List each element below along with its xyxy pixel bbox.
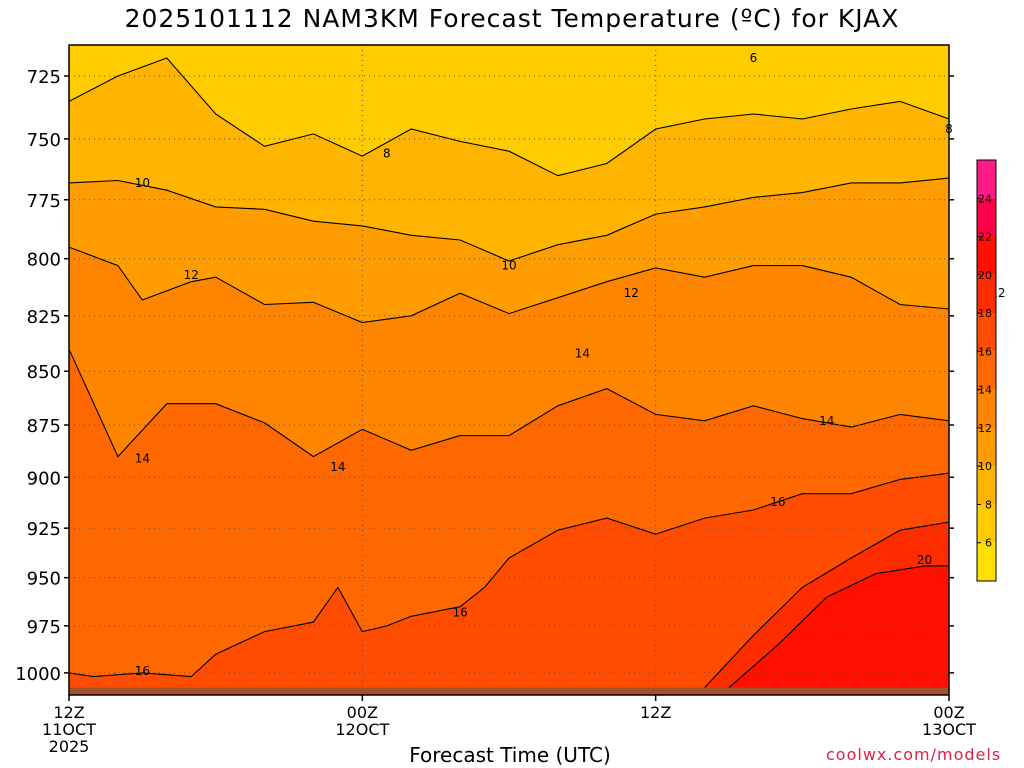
contour-14 xyxy=(69,348,949,458)
colorbar-segment xyxy=(977,427,996,467)
contour-label: 12 xyxy=(184,268,199,282)
y-tick-label: 800 xyxy=(27,250,61,271)
colorbar-segment xyxy=(977,236,996,275)
x-tick-label: 13OCT xyxy=(922,720,976,739)
contour-label: 14 xyxy=(575,347,590,361)
contour-label: 16 xyxy=(770,495,785,509)
x-tick-label: 12Z xyxy=(53,703,84,722)
colorbar-segment xyxy=(977,198,996,237)
y-tick-label: 750 xyxy=(27,130,61,151)
colorbar-label: 18 xyxy=(978,307,992,320)
colorbar-segment xyxy=(977,313,996,352)
colorbar-segment xyxy=(977,351,996,390)
contour-label: 8 xyxy=(383,147,391,161)
contour-label: 14 xyxy=(819,414,834,428)
colorbar-label: 12 xyxy=(978,422,992,435)
contour-12 xyxy=(69,246,949,324)
contour-16 xyxy=(69,472,949,678)
x-tick-label: 11OCT xyxy=(42,720,96,739)
contour-label: 12 xyxy=(624,286,639,300)
colorbar-label: 10 xyxy=(978,460,992,473)
colorbar-segment xyxy=(977,389,996,428)
y-tick-label: 875 xyxy=(27,416,61,437)
y-tick-label: 725 xyxy=(27,67,61,88)
contour-label: 14 xyxy=(330,460,345,474)
colorbar-segment xyxy=(977,542,996,581)
x-tick-label: 12OCT xyxy=(335,720,389,739)
x-tick-label: 00Z xyxy=(347,703,378,722)
colorbar-segment xyxy=(977,504,996,543)
colorbar-segment xyxy=(977,274,996,314)
colorbar-label: 8 xyxy=(985,498,992,511)
colorbar-label: 20 xyxy=(978,269,992,282)
colorbar-label: 6 xyxy=(985,537,992,550)
colorbar-label: 24 xyxy=(978,192,992,205)
x-tick-label: 2025 xyxy=(49,737,90,756)
y-tick-label: 950 xyxy=(27,569,61,590)
y-tick-label: 825 xyxy=(27,307,61,328)
colorbar-label: 16 xyxy=(978,345,992,358)
y-tick-label: 925 xyxy=(27,519,61,540)
x-axis-label: Forecast Time (UTC) xyxy=(409,743,611,767)
credit-text: coolwx.com/models xyxy=(826,745,1002,764)
contour-label: 16 xyxy=(135,664,150,678)
colorbar-label: 14 xyxy=(978,384,992,397)
contour-20 xyxy=(728,565,949,689)
page-title: 2025101112 NAM3KM Forecast Temperature (… xyxy=(124,4,900,33)
contour-label: 10 xyxy=(135,176,150,190)
contour-18 xyxy=(704,521,949,688)
contour-label: 14 xyxy=(135,452,150,466)
band-above-16 xyxy=(69,469,949,695)
contour-10 xyxy=(69,177,949,262)
y-tick-label: 1000 xyxy=(15,664,61,685)
y-tick-label: 975 xyxy=(27,617,61,638)
band-above-20 xyxy=(729,565,949,695)
colorbar-frame xyxy=(976,159,997,582)
plot-frame xyxy=(68,44,950,696)
y-tick-label: 900 xyxy=(27,468,61,489)
y-tick-label: 850 xyxy=(27,362,61,383)
contour-label: 16 xyxy=(452,605,467,619)
contour-label: 6 xyxy=(750,51,758,65)
contour-label: 8 xyxy=(945,122,953,136)
colorbar-segment xyxy=(977,466,996,505)
contour-label: 20 xyxy=(917,553,932,567)
y-tick-label: 775 xyxy=(27,191,61,212)
ground-fill xyxy=(69,687,949,695)
contour-label: 10 xyxy=(501,259,516,273)
x-tick-label: 00Z xyxy=(933,703,964,722)
contour-8 xyxy=(69,57,949,177)
colorbar-label: 22 xyxy=(978,231,992,244)
colorbar-segment xyxy=(977,160,996,199)
x-tick-label: 12Z xyxy=(640,703,671,722)
